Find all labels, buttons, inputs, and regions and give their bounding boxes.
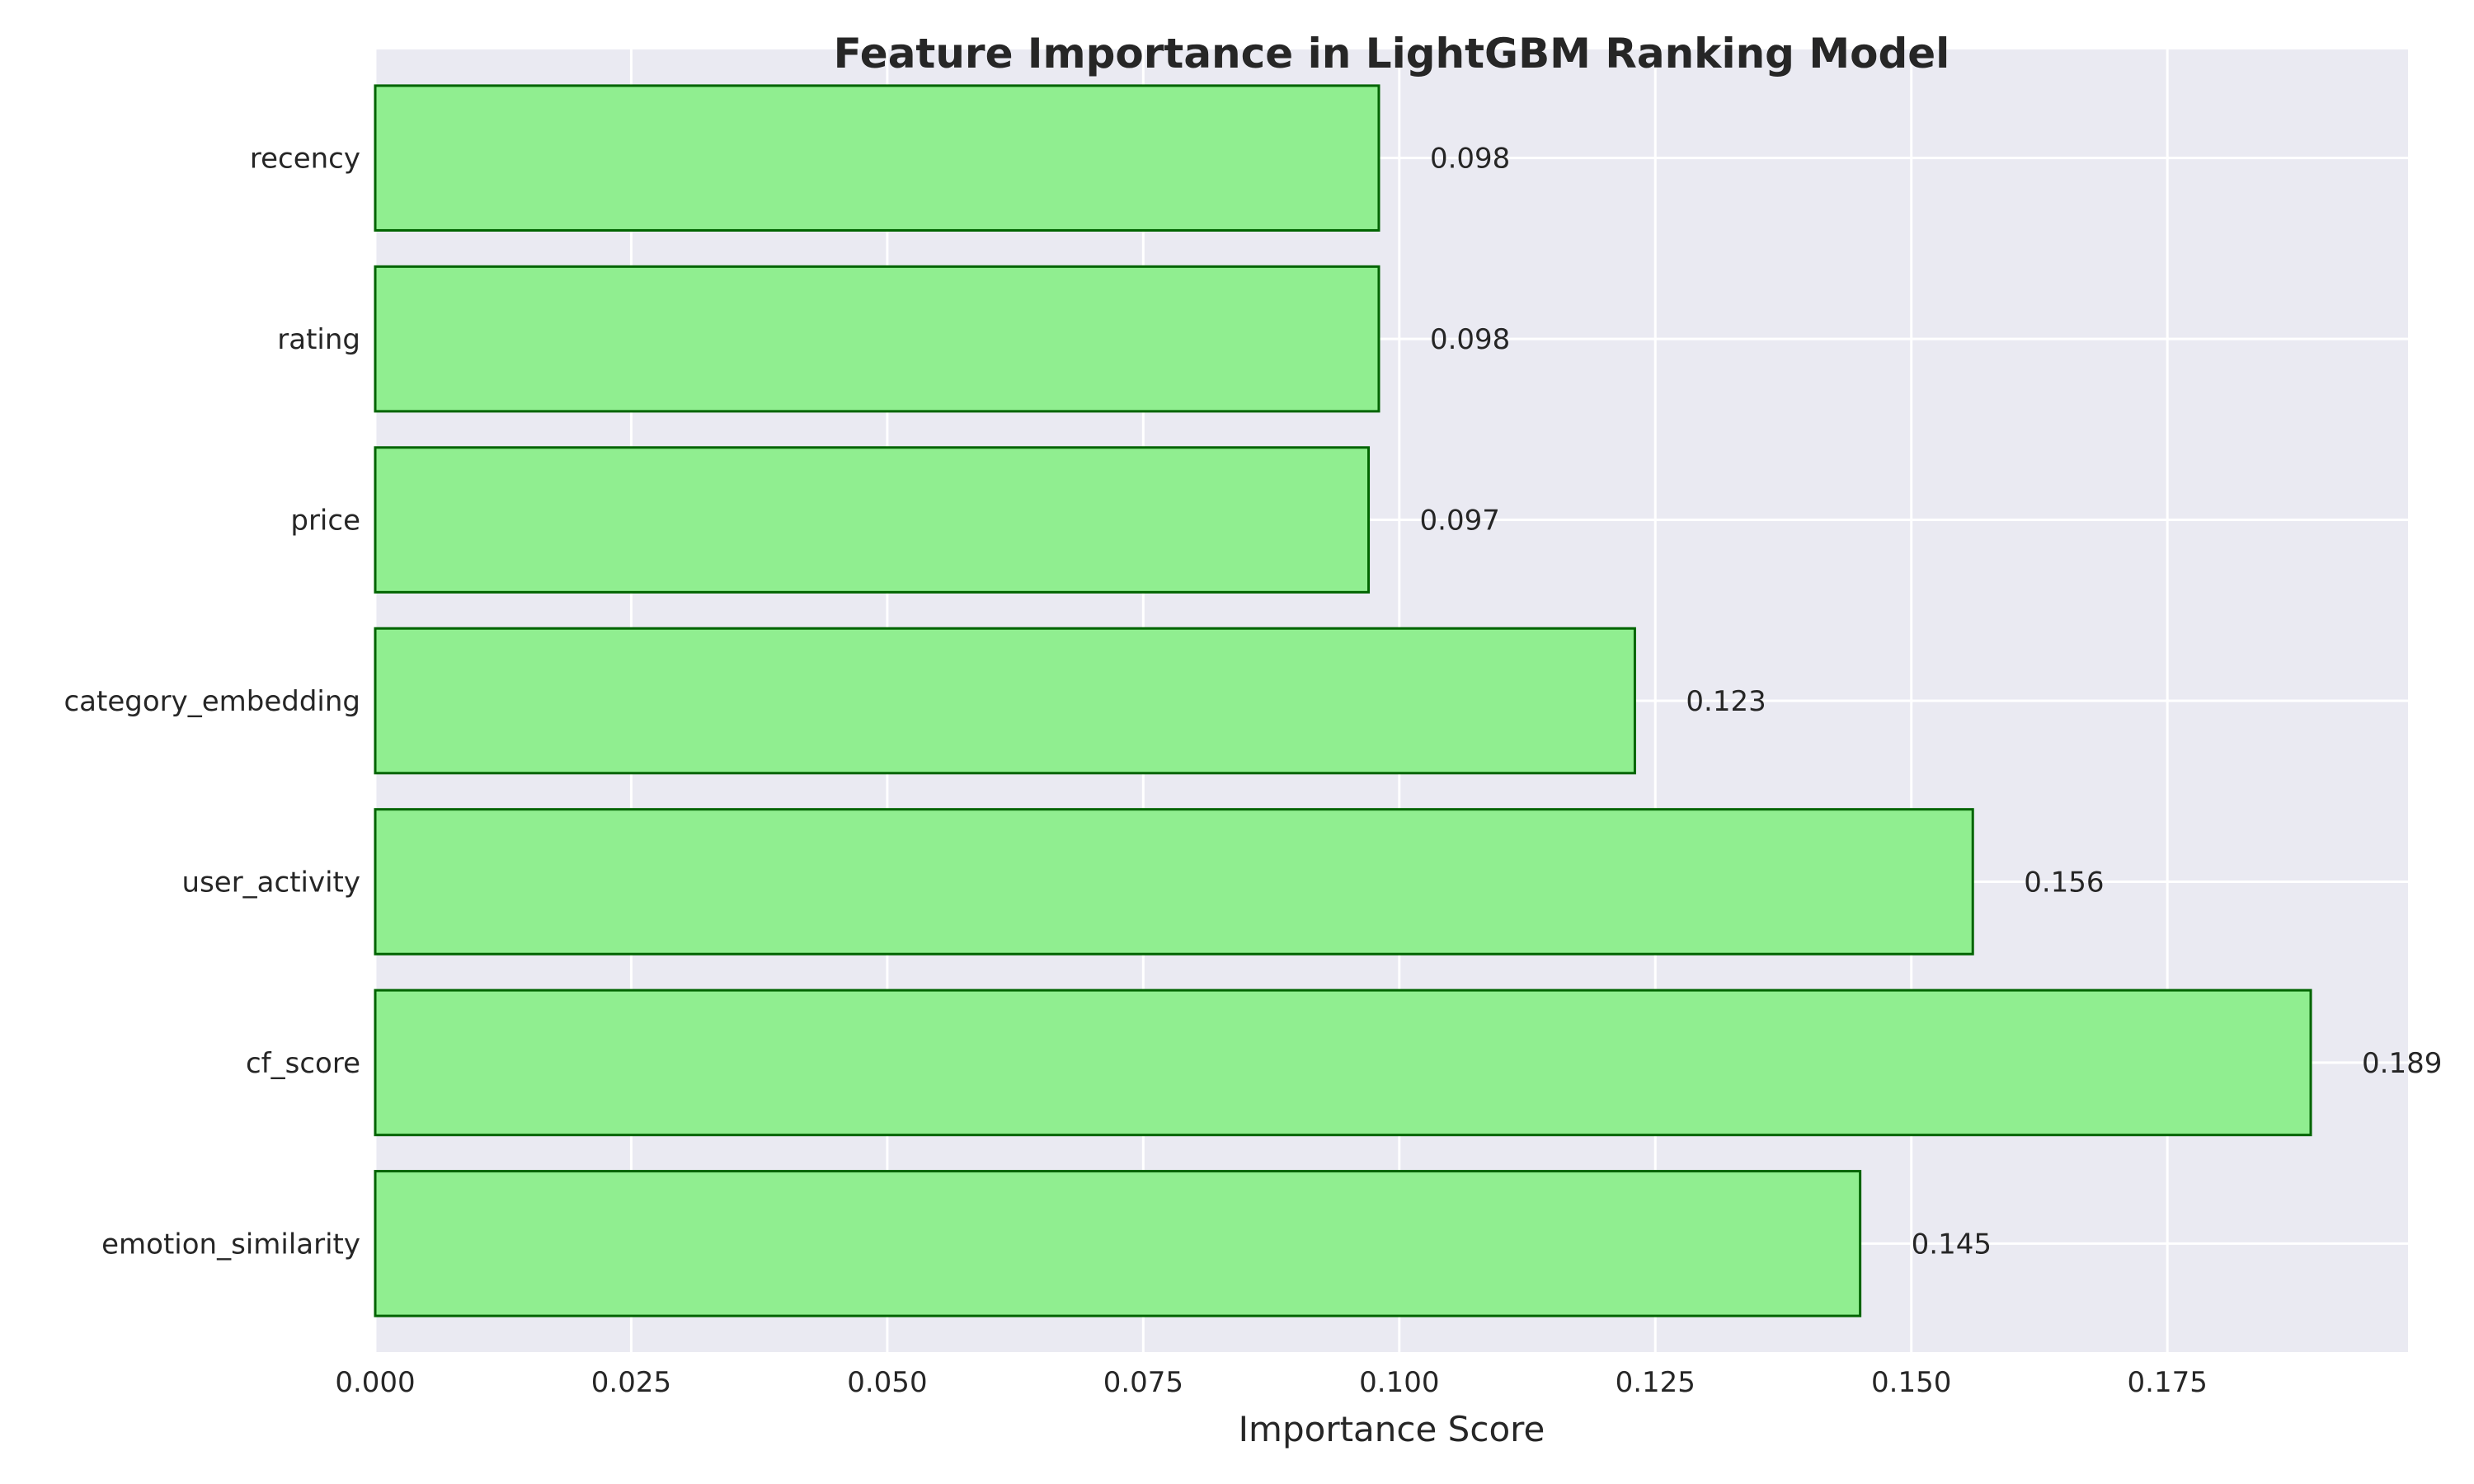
value-label: 0.123 xyxy=(1686,685,1766,718)
x-tick-label: 0.150 xyxy=(1871,1366,1951,1399)
bar-user-activity xyxy=(374,808,1974,956)
y-tick-label: cf_score xyxy=(246,1047,360,1080)
bar-cf-score xyxy=(374,989,2312,1137)
y-tick-label: price xyxy=(290,505,360,538)
x-tick-label: 0.025 xyxy=(591,1366,671,1399)
value-labels: 0.145 0.189 0.156 0.123 0.097 0.098 0.098 xyxy=(1420,143,2443,1261)
value-label: 0.098 xyxy=(1430,323,1510,356)
value-label: 0.189 xyxy=(2362,1047,2442,1080)
y-tick-label: user_activity xyxy=(182,866,360,899)
bar-category-embedding xyxy=(374,627,1636,775)
value-label: 0.097 xyxy=(1420,505,1500,538)
x-tick-label: 0.100 xyxy=(1359,1366,1439,1399)
y-tick-labels: emotion_similarity cf_score user_activity c… xyxy=(63,143,360,1261)
value-label: 0.098 xyxy=(1430,143,1510,176)
y-tick-label: category_embedding xyxy=(63,685,360,718)
y-tick-label: rating xyxy=(277,323,360,356)
x-tick-labels: 0.000 0.025 0.050 0.075 0.100 0.125 0.150 0.175 xyxy=(335,1366,2208,1399)
chart-title: Feature Importance in LightGBM Ranking M… xyxy=(834,30,1950,77)
bars xyxy=(374,84,2312,1317)
x-tick-label: 0.075 xyxy=(1103,1366,1183,1399)
bar-emotion-similarity xyxy=(374,1170,1862,1317)
bar-price xyxy=(374,446,1371,594)
bar-rating xyxy=(374,265,1380,413)
x-tick-label: 0.050 xyxy=(847,1366,927,1399)
x-tick-label: 0.000 xyxy=(335,1366,415,1399)
x-axis-label: Importance Score xyxy=(1239,1409,1545,1449)
value-label: 0.156 xyxy=(2024,866,2104,899)
y-tick-label: emotion_similarity xyxy=(101,1228,360,1261)
bar-recency xyxy=(374,84,1380,232)
x-tick-label: 0.175 xyxy=(2128,1366,2208,1399)
x-tick-label: 0.125 xyxy=(1616,1366,1696,1399)
y-tick-label: recency xyxy=(250,143,360,176)
value-label: 0.145 xyxy=(1912,1228,1992,1261)
